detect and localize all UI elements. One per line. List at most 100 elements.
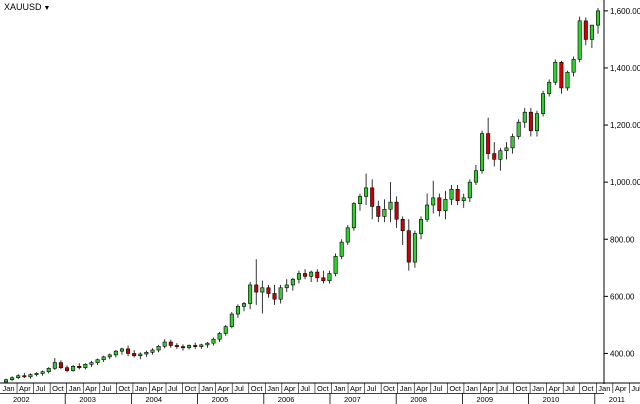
candle-body [254,284,259,293]
month-label: Jul [565,384,575,393]
candle [10,376,15,382]
candle-body [400,218,405,231]
candle-body [107,354,112,358]
candle-body [443,198,448,212]
candle-body [4,379,9,383]
candle [406,219,411,271]
candle-body [83,363,88,369]
month-label: Jan [598,384,610,393]
candle-body [321,277,326,281]
year-label: 2002 [13,395,30,404]
candle [455,185,460,205]
candle-body [303,273,308,277]
year-label: 2010 [543,395,560,404]
candle-body [437,197,442,212]
candle [473,165,478,186]
candle-body [528,111,533,132]
candle [211,337,216,346]
month-label: Jul [36,384,46,393]
candle-body [382,208,387,217]
candle [583,17,588,46]
month-label: Jan [532,384,544,393]
candle-body [132,353,137,357]
candle [266,284,271,298]
candle [229,312,234,329]
candle-body [577,20,582,60]
candle-body [150,349,155,353]
candle-body [229,313,234,327]
candle [40,370,45,376]
candle [242,302,247,312]
candle [235,304,240,318]
chevron-down-icon: ▼ [43,5,51,12]
price-tick-label: 600.00 [610,292,635,301]
month-label: Jan [466,384,478,393]
candle [83,363,88,370]
candle [303,269,308,280]
candle-body [541,93,546,114]
candle-body [571,59,576,73]
candle-body [431,197,436,206]
candle [144,350,149,357]
candle [193,342,198,349]
candle [589,24,594,48]
candle [22,372,27,379]
month-label: Apr [85,384,97,393]
candle-body [480,133,485,172]
candle-body [461,197,466,202]
candle [119,347,124,355]
candle-body [180,346,185,349]
candle-body [486,133,491,154]
candle [89,360,94,368]
candle-body [89,362,94,365]
candle [504,142,509,160]
candle [315,269,320,283]
candle [205,342,210,348]
month-label: Oct [185,384,198,393]
month-label: Apr [350,384,362,393]
candle-body [211,338,216,344]
candle [492,142,497,167]
candle [77,363,82,370]
symbol-selector[interactable]: XAUUSD ▼ [4,2,50,12]
candle-body [553,61,558,83]
month-label: Oct [118,384,131,393]
symbol-label: XAUUSD [4,2,42,12]
price-tick-label: 1,400.00 [610,64,640,73]
candle [431,180,436,214]
candle-body [498,150,503,160]
candle-body [473,170,478,183]
candle [162,339,167,349]
candle-body [156,346,161,351]
candle-body [315,271,320,279]
candle-body [376,206,381,217]
candle-body [388,201,393,210]
candle-body [65,367,70,371]
candle-body [559,61,564,89]
candle-body [22,375,27,378]
candle [394,196,399,228]
candle-body [589,24,594,40]
candle-body [272,293,277,300]
month-label: Oct [52,384,65,393]
month-label: Jan [201,384,213,393]
candle-body [419,218,424,234]
month-label: Jan [267,384,279,393]
year-label: 2008 [410,395,427,404]
candle [461,193,466,208]
candle [150,348,155,355]
candle-body [138,353,143,357]
candle-body [235,306,240,315]
candle-body [412,233,417,263]
candle [132,350,137,358]
candle-body [205,342,210,346]
candle [58,360,63,370]
candle-body [144,352,149,355]
candle [333,253,338,277]
candle [138,352,143,360]
year-label: 2005 [212,395,229,404]
month-label: Jan [69,384,81,393]
candle [223,324,228,336]
candle-body [455,188,460,202]
